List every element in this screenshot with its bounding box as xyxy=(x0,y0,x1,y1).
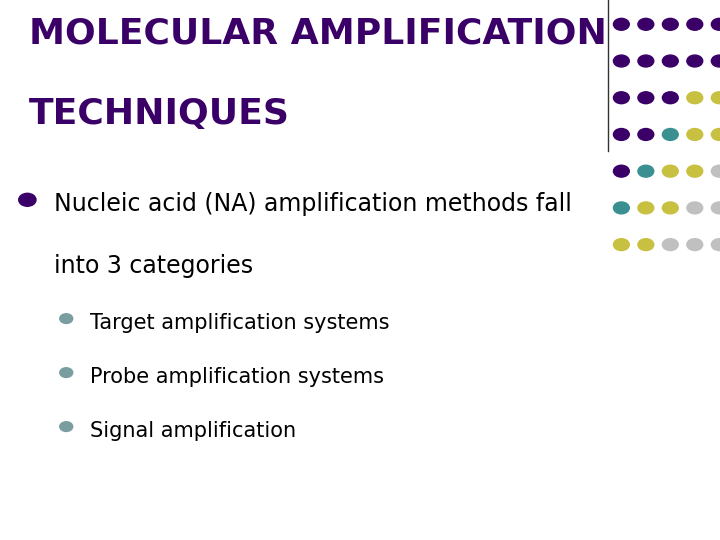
Circle shape xyxy=(613,202,629,214)
Circle shape xyxy=(662,239,678,251)
Circle shape xyxy=(60,314,73,323)
Circle shape xyxy=(613,165,629,177)
Circle shape xyxy=(687,202,703,214)
Circle shape xyxy=(638,92,654,104)
Circle shape xyxy=(638,129,654,140)
Circle shape xyxy=(687,18,703,30)
Text: Nucleic acid (NA) amplification methods fall: Nucleic acid (NA) amplification methods … xyxy=(54,192,572,215)
Circle shape xyxy=(60,368,73,377)
Text: TECHNIQUES: TECHNIQUES xyxy=(29,97,289,131)
Circle shape xyxy=(60,422,73,431)
Circle shape xyxy=(711,202,720,214)
Circle shape xyxy=(662,18,678,30)
Circle shape xyxy=(638,202,654,214)
Circle shape xyxy=(687,55,703,67)
Circle shape xyxy=(662,129,678,140)
Text: Probe amplification systems: Probe amplification systems xyxy=(90,367,384,387)
Circle shape xyxy=(638,165,654,177)
Circle shape xyxy=(662,55,678,67)
Circle shape xyxy=(613,18,629,30)
Text: MOLECULAR AMPLIFICATION: MOLECULAR AMPLIFICATION xyxy=(29,16,607,50)
Circle shape xyxy=(711,129,720,140)
Circle shape xyxy=(687,239,703,251)
Circle shape xyxy=(662,165,678,177)
Circle shape xyxy=(687,92,703,104)
Circle shape xyxy=(687,165,703,177)
Circle shape xyxy=(662,92,678,104)
Circle shape xyxy=(613,129,629,140)
Circle shape xyxy=(711,165,720,177)
Circle shape xyxy=(613,239,629,251)
Circle shape xyxy=(711,92,720,104)
Circle shape xyxy=(638,239,654,251)
Circle shape xyxy=(638,18,654,30)
Circle shape xyxy=(638,55,654,67)
Text: Target amplification systems: Target amplification systems xyxy=(90,313,390,333)
Text: Signal amplification: Signal amplification xyxy=(90,421,296,441)
Circle shape xyxy=(613,55,629,67)
Circle shape xyxy=(613,92,629,104)
Text: into 3 categories: into 3 categories xyxy=(54,254,253,278)
Circle shape xyxy=(711,239,720,251)
Circle shape xyxy=(711,55,720,67)
Circle shape xyxy=(711,18,720,30)
Circle shape xyxy=(687,129,703,140)
Circle shape xyxy=(662,202,678,214)
Circle shape xyxy=(19,193,36,206)
